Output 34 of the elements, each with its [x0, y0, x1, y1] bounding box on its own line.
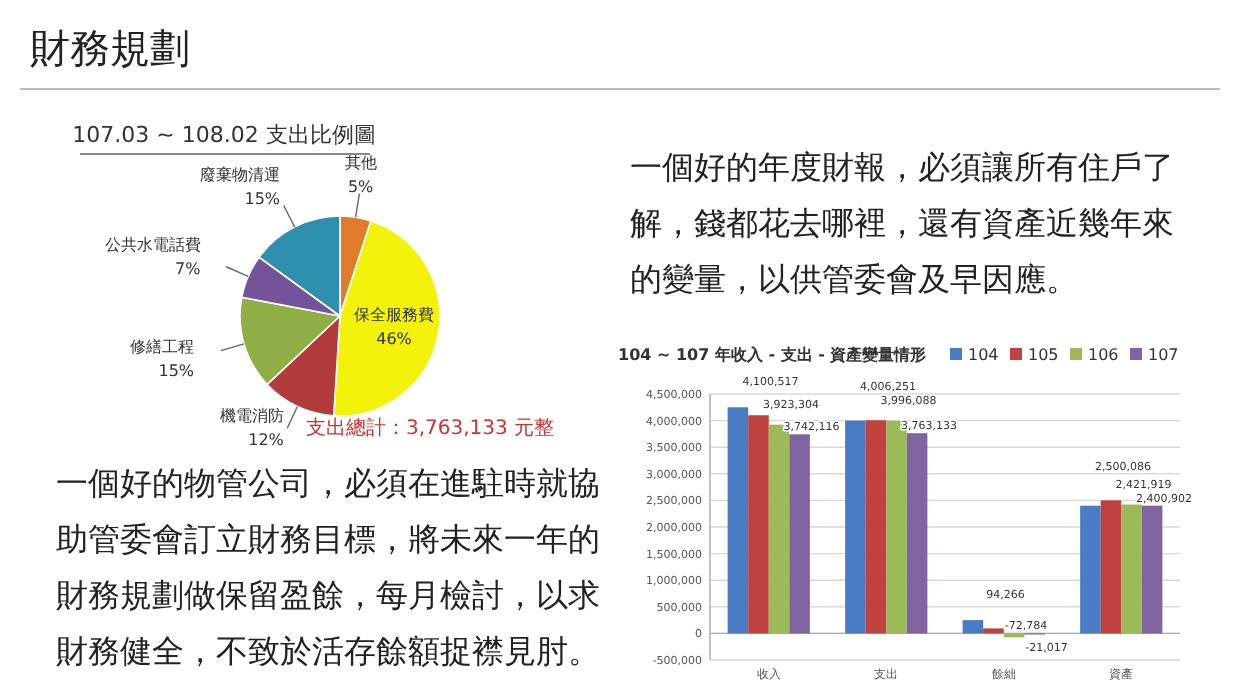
slice-label: 其他 — [344, 153, 377, 172]
bar — [1100, 500, 1122, 634]
data-label: 46% — [376, 330, 413, 349]
slice-label: 機電消防 — [219, 407, 284, 426]
legend-label: 106 — [1088, 346, 1119, 364]
slice-label: 修繕工程 — [130, 338, 195, 357]
text: 一個好的年度財報，必須讓所有住戶了解，錢都花去哪裡，還有資產近幾年來的變量，以供管委會及早因應。 — [630, 146, 1176, 302]
text: 財務規劃 — [30, 22, 190, 76]
bar — [748, 415, 769, 634]
slice-label: 公共水電話費 — [104, 235, 201, 254]
bar — [983, 628, 1004, 634]
bar — [845, 420, 866, 634]
bar — [962, 620, 984, 634]
data-label: 15% — [158, 362, 195, 381]
bar — [1121, 504, 1142, 634]
slice-label: 保全服務費 — [354, 306, 435, 325]
bar — [789, 434, 810, 634]
legend-label: 104 — [968, 346, 999, 364]
text: 一個好的物管公司，必須在進駐時就協助管委會訂立財務目標，將未來一年的財務規劃做保留盈餘，每月檢討，以求財務健全，不致於活存餘額捉襟見肘。 — [56, 462, 602, 674]
bar — [1080, 505, 1101, 634]
chart-title: 107.03 ~ 108.02 支出比例圖 — [72, 122, 376, 148]
data-label: 5% — [347, 177, 375, 196]
data-label: 12% — [248, 431, 285, 450]
bar — [906, 433, 928, 634]
text: 支出總計：3,763,133 元整 — [305, 416, 555, 440]
bar — [727, 407, 749, 634]
data-label: 7% — [175, 259, 202, 278]
legend-label: 107 — [1148, 346, 1179, 364]
legend-label: 105 — [1028, 346, 1059, 364]
bar — [865, 420, 887, 634]
data-label: 15% — [244, 190, 281, 209]
bar — [1141, 505, 1163, 634]
chart-title: 104 ~ 107 年收入 - 支出 - 資產變量情形 — [618, 346, 927, 364]
slice-label: 廢棄物清運 — [200, 166, 281, 185]
